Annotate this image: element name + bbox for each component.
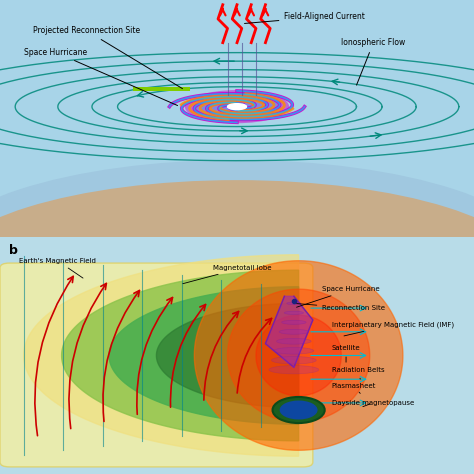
Text: Projected Reconnection Site: Projected Reconnection Site <box>33 27 182 89</box>
Polygon shape <box>24 255 299 456</box>
Circle shape <box>273 397 325 423</box>
Polygon shape <box>228 289 370 422</box>
Polygon shape <box>62 270 299 441</box>
Text: Earth's Magnetic Field: Earth's Magnetic Field <box>19 258 96 278</box>
Ellipse shape <box>272 356 316 364</box>
Text: Ionospheric Flow: Ionospheric Flow <box>341 38 406 85</box>
Text: Space Hurricane: Space Hurricane <box>297 286 380 307</box>
Polygon shape <box>265 296 313 367</box>
Ellipse shape <box>282 320 306 324</box>
Polygon shape <box>256 315 341 396</box>
Text: Plasmasheet: Plasmasheet <box>332 383 376 393</box>
Ellipse shape <box>194 94 280 120</box>
Polygon shape <box>156 303 299 408</box>
Text: Magnetotail lobe: Magnetotail lobe <box>183 265 272 283</box>
Text: Interplanetary Magnetic Field (IMF): Interplanetary Magnetic Field (IMF) <box>332 321 454 336</box>
FancyBboxPatch shape <box>133 87 190 91</box>
Text: Space Hurricane: Space Hurricane <box>24 48 178 106</box>
FancyBboxPatch shape <box>0 237 474 474</box>
Ellipse shape <box>284 311 303 314</box>
Ellipse shape <box>185 90 289 123</box>
Ellipse shape <box>228 104 246 109</box>
FancyBboxPatch shape <box>0 263 313 467</box>
Ellipse shape <box>287 302 301 305</box>
Ellipse shape <box>274 347 314 354</box>
Ellipse shape <box>269 365 319 374</box>
Text: Satellite: Satellite <box>332 346 360 362</box>
Text: Field-Aligned Current: Field-Aligned Current <box>245 12 365 24</box>
Text: b: b <box>9 244 18 257</box>
Ellipse shape <box>0 180 474 365</box>
Ellipse shape <box>0 160 474 361</box>
Circle shape <box>280 401 318 419</box>
Text: Dayside magnetopause: Dayside magnetopause <box>332 400 414 407</box>
Text: Reconnection Site: Reconnection Site <box>297 303 385 311</box>
FancyBboxPatch shape <box>0 0 474 237</box>
Text: Radiation Belts: Radiation Belts <box>332 367 384 379</box>
Polygon shape <box>194 261 403 450</box>
Ellipse shape <box>279 329 309 334</box>
Ellipse shape <box>277 338 311 344</box>
Polygon shape <box>109 287 299 424</box>
